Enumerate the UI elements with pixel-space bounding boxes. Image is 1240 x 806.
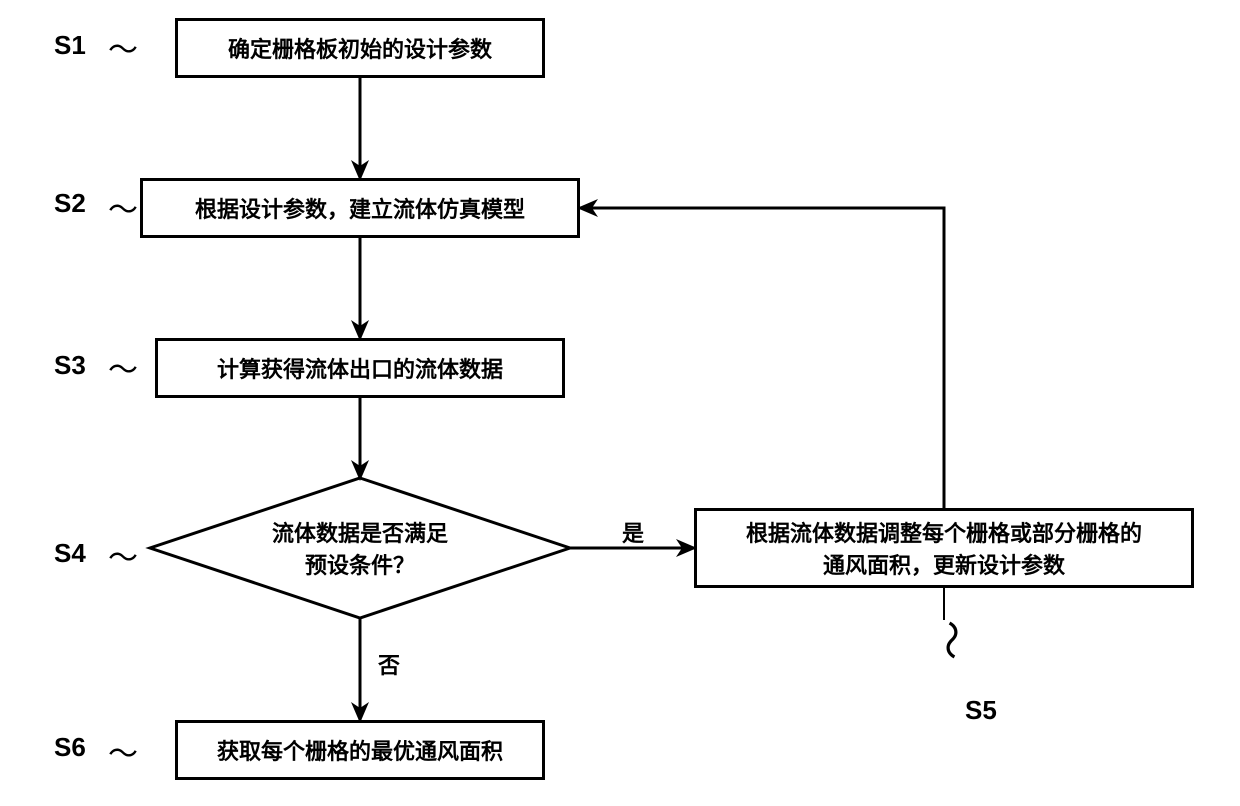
edge-label-yes: 是 — [622, 516, 644, 548]
node-s6: 获取每个栅格的最优通风面积 — [175, 720, 545, 780]
flowchart-canvas: S1 〜 确定栅格板初始的设计参数 S2 〜 根据设计参数，建立流体仿真模型 S… — [0, 0, 1240, 806]
step-label-s3: S3 — [54, 350, 86, 381]
step-label-s1: S1 — [54, 30, 86, 61]
node-s3: 计算获得流体出口的流体数据 — [155, 338, 565, 398]
step-tilde-s1: 〜 — [108, 36, 138, 66]
edges-layer — [0, 0, 1240, 806]
step-tilde-s5: 〜 — [930, 620, 970, 660]
node-s5: 根据流体数据调整每个栅格或部分栅格的 通风面积，更新设计参数 — [694, 508, 1194, 588]
step-tilde-s2: 〜 — [108, 196, 138, 226]
edge-s5-s2 — [580, 208, 944, 508]
step-label-s2: S2 — [54, 188, 86, 219]
node-s4-diamond — [150, 478, 570, 618]
node-s2: 根据设计参数，建立流体仿真模型 — [140, 178, 580, 238]
step-tilde-s3: 〜 — [108, 356, 138, 386]
step-label-s5: S5 — [965, 695, 997, 726]
node-s1: 确定栅格板初始的设计参数 — [175, 18, 545, 78]
step-label-s4: S4 — [54, 538, 86, 569]
step-label-s6: S6 — [54, 732, 86, 763]
step-tilde-s4: 〜 — [108, 544, 138, 574]
step-tilde-s6: 〜 — [108, 740, 138, 770]
edge-label-no: 否 — [378, 648, 400, 680]
